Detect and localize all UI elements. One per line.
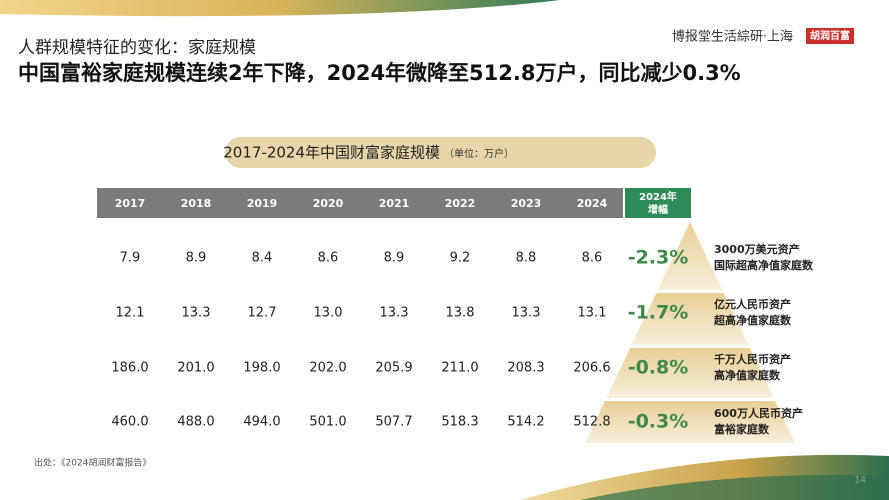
column-header: 2019 (247, 197, 278, 210)
table-cell: 211.0 (441, 361, 478, 376)
title: 中国富裕家庭规模连续2年下降，2024年微降至512.8万户，同比减少0.3% (18, 61, 741, 85)
table-cell: 8.8 (516, 251, 537, 266)
change-value: -1.7% (628, 302, 689, 324)
table-cell: 208.3 (507, 361, 544, 376)
table-cell: 198.0 (243, 361, 280, 376)
change-header: 2024年 (639, 190, 677, 203)
table-cell: 514.2 (507, 415, 544, 430)
table-title: 2017-2024年中国财富家庭规模 (223, 144, 440, 162)
table-title-pill (225, 137, 656, 168)
bottom-decoration (580, 475, 889, 500)
table-cell: 460.0 (111, 415, 148, 430)
row-label: 千万人民币资产 (714, 352, 791, 366)
brand: 博报堂生活綜研·上海 (672, 30, 793, 45)
change-value: -0.8% (628, 357, 689, 379)
column-header: 2022 (445, 197, 476, 210)
table-cell: 9.2 (450, 251, 471, 266)
table-cell: 13.3 (182, 306, 211, 321)
column-header: 2018 (181, 197, 212, 210)
column-header: 2023 (511, 197, 542, 210)
table-cell: 205.9 (375, 361, 412, 376)
table-cell: 7.9 (120, 251, 141, 266)
table-cell: 8.4 (252, 251, 273, 266)
row-label: 富裕家庭数 (714, 422, 770, 436)
change-value: -0.3% (628, 411, 689, 433)
table-cell: 13.1 (578, 306, 607, 321)
pyramid-layer (657, 222, 723, 290)
pyramid-layer (631, 293, 749, 345)
row-label: 高净值家庭数 (714, 368, 781, 382)
table-cell: 202.0 (309, 361, 346, 376)
table-cell: 8.6 (582, 251, 603, 266)
column-header: 2020 (313, 197, 344, 210)
table-cell: 13.8 (446, 306, 475, 321)
header-row (97, 188, 623, 218)
table-cell: 13.0 (314, 306, 343, 321)
row-label: 亿元人民币资产 (714, 297, 791, 311)
table-cell: 206.6 (573, 361, 610, 376)
table-cell: 13.3 (380, 306, 409, 321)
table-cell: 12.1 (116, 306, 145, 321)
table-cell: 518.3 (441, 415, 478, 430)
change-header-cell (625, 188, 691, 218)
pyramid-layer (606, 348, 774, 398)
page-number: 14 (855, 476, 867, 486)
logo: 胡润百富 (810, 29, 850, 42)
row-label: 3000万美元资产 (714, 242, 800, 256)
column-header: 2024 (577, 197, 608, 210)
column-header: 2017 (115, 197, 146, 210)
table-cell: 186.0 (111, 361, 148, 376)
logo-box (806, 28, 854, 44)
row-label: 超高净值家庭数 (713, 313, 792, 327)
source: 出处：《2024胡润财富报告》 (34, 457, 151, 469)
pyramid (585, 222, 795, 443)
pyramid-layer (585, 401, 795, 443)
row-label: 600万人民币资产 (714, 406, 803, 420)
change-value: -2.3% (628, 247, 689, 269)
column-header: 2021 (379, 197, 410, 210)
table-cell: 507.7 (375, 415, 412, 430)
table-cell: 8.9 (186, 251, 207, 266)
table-unit: （单位：万户） (444, 147, 514, 160)
top-decoration (0, 0, 560, 17)
table-cell: 12.7 (248, 306, 277, 321)
table-cell: 201.0 (177, 361, 214, 376)
table-cell: 8.6 (318, 251, 339, 266)
table-cell: 488.0 (177, 415, 214, 430)
subtitle: 人群规模特征的变化：家庭规模 (18, 38, 256, 58)
table-cell: 512.8 (573, 415, 610, 430)
table-cell: 501.0 (309, 415, 346, 430)
change-header: 增幅 (648, 203, 668, 216)
table-cell: 8.9 (384, 251, 405, 266)
table-cell: 494.0 (243, 415, 280, 430)
row-label: 国际超高净值家庭数 (714, 258, 814, 272)
table-cell: 13.3 (512, 306, 541, 321)
